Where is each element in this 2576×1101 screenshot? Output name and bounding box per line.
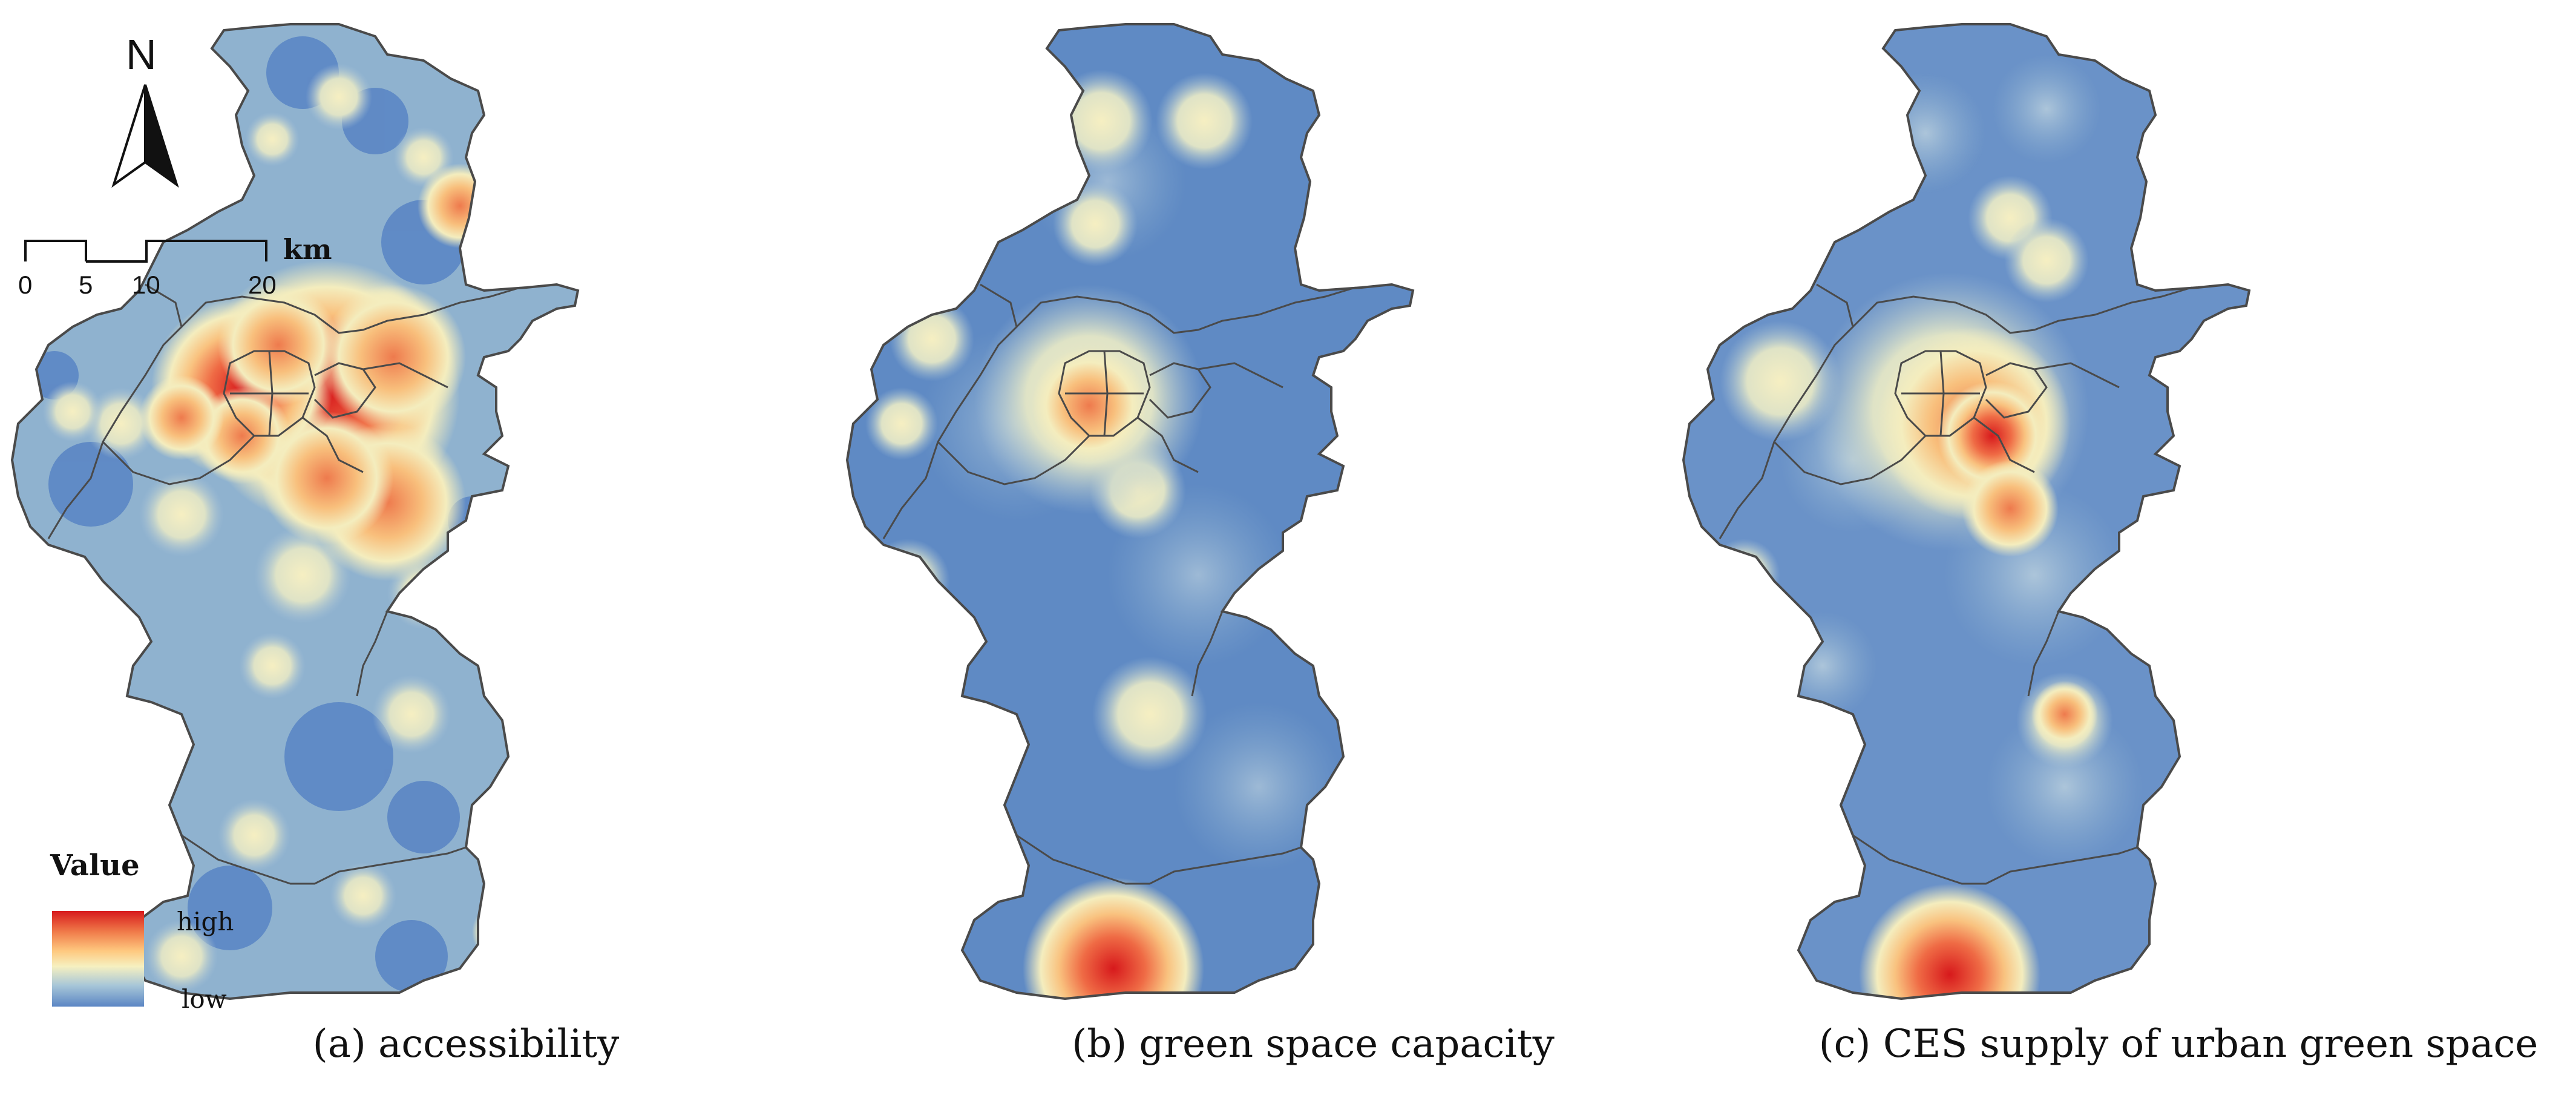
panel-c-caption: (c) CES supply of urban green space — [1818, 1022, 2538, 1066]
scale-tick-10: 10 — [132, 271, 160, 299]
legend-high-label: high — [177, 907, 234, 936]
north-arrow-icon — [111, 84, 179, 188]
scale-bar — [24, 240, 267, 263]
legend-title: Value — [50, 849, 140, 882]
scale-unit-label: km — [283, 233, 332, 266]
panel-b-caption: (b) green space capacity — [1072, 1022, 1555, 1066]
panel-c-map — [1682, 23, 2250, 1000]
panel-b-map — [846, 23, 1414, 1000]
scale-tick-5: 5 — [79, 271, 93, 299]
north-label: N — [126, 31, 157, 78]
scale-tick-20: 20 — [248, 271, 277, 299]
legend-low-label: low — [182, 984, 227, 1014]
legend-color-ramp — [52, 911, 144, 1007]
scale-tick-0: 0 — [18, 271, 33, 299]
panel-a-caption: (a) accessibility — [312, 1022, 620, 1066]
